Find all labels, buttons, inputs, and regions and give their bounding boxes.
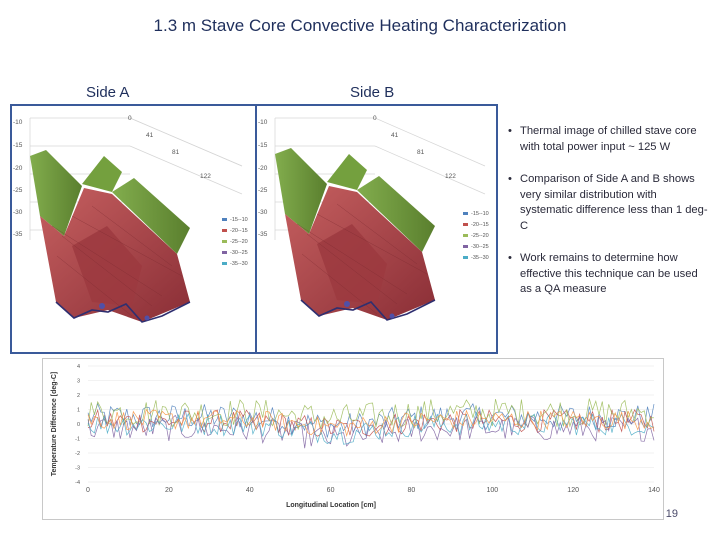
- x-tick: 122: [200, 173, 211, 180]
- thermal-legend-b: -15--10 -20--15 -25--20 -30--25 -35--30: [463, 211, 489, 261]
- bullet-item: • Thermal image of chilled stave core wit…: [508, 124, 708, 155]
- svg-text:-20--15: -20--15: [230, 228, 248, 234]
- y-tick-label: 1: [77, 408, 80, 414]
- y-tick: -15: [258, 142, 268, 149]
- svg-text:-35--30: -35--30: [471, 255, 489, 261]
- y-tick: -30: [258, 209, 268, 216]
- svg-text:-30--25: -30--25: [471, 244, 489, 250]
- y-tick-label: -4: [75, 480, 80, 486]
- svg-text:-25--20: -25--20: [230, 239, 248, 245]
- svg-text:-25--20: -25--20: [471, 233, 489, 239]
- y-tick-label: 2: [77, 393, 80, 399]
- bullet-item: • Work remains to determine how effective…: [508, 251, 708, 298]
- side-a-label: Side A: [86, 84, 130, 101]
- x-tick: 0: [373, 115, 377, 122]
- svg-text:-15--10: -15--10: [230, 217, 248, 223]
- bullet-text: Thermal image of chilled stave core with…: [520, 125, 697, 153]
- svg-text:-35--30: -35--30: [230, 261, 248, 267]
- y-tick: -35: [258, 231, 268, 238]
- x-tick-label: 20: [165, 487, 173, 494]
- x-tick: 81: [417, 149, 425, 156]
- svg-text:-30--25: -30--25: [230, 250, 248, 256]
- x-axis-label: Longitudinal Location [cm]: [286, 502, 376, 509]
- page-number: 19: [665, 508, 678, 520]
- thermal-legend-a: -15--10 -20--15 -25--20 -30--25 -35--30: [222, 217, 248, 267]
- side-b-label: Side B: [350, 84, 395, 101]
- x-tick-label: 80: [408, 487, 416, 494]
- bullet-item: • Comparison of Side A and B shows very s…: [508, 172, 708, 234]
- x-tick-label: 100: [486, 487, 498, 494]
- x-tick-label: 140: [648, 487, 660, 494]
- x-tick-label: 60: [327, 487, 335, 494]
- x-tick-label: 0: [86, 487, 90, 494]
- thermal-surface-side-a: -10 -15 -20 -25 -30 -35 0 41 81 122 -15-…: [13, 115, 248, 323]
- y-tick-label: -2: [75, 451, 80, 457]
- x-tick: 41: [391, 132, 399, 139]
- svg-text:-20--15: -20--15: [471, 222, 489, 228]
- thermal-surface-side-b: -10 -15 -20 -25 -30 -35 0 41 81 122 -15-…: [258, 115, 489, 321]
- temperature-difference-chart-frame: [42, 358, 664, 520]
- y-tick: -10: [258, 119, 268, 126]
- thermal-divider: [255, 104, 257, 354]
- y-tick: -35: [13, 231, 23, 238]
- x-tick-label: 40: [246, 487, 254, 494]
- y-tick: -10: [13, 119, 23, 126]
- y-tick: -20: [13, 165, 23, 172]
- series-line-row-5: [87, 411, 655, 445]
- y-tick: -25: [13, 187, 23, 194]
- bullet-list: • Thermal image of chilled stave core wit…: [508, 124, 708, 315]
- y-tick-label: -1: [75, 437, 80, 443]
- x-tick: 122: [445, 173, 456, 180]
- x-tick: 0: [128, 115, 132, 122]
- y-tick-label: 3: [77, 379, 80, 385]
- slide-title: 1.3 m Stave Core Convective Heating Char…: [153, 16, 567, 35]
- y-tick-label: 0: [77, 422, 80, 428]
- y-tick: -20: [258, 165, 268, 172]
- series-line-row-4: [87, 414, 655, 449]
- y-tick-label: -3: [75, 466, 80, 472]
- y-axis-label: Temperature Difference [deg-C]: [51, 372, 58, 477]
- svg-text:-15--10: -15--10: [471, 211, 489, 217]
- series-line-row-3: [87, 398, 655, 430]
- y-tick: -30: [13, 209, 23, 216]
- y-tick-label: 4: [77, 364, 80, 370]
- x-tick: 41: [146, 132, 154, 139]
- y-tick: -25: [258, 187, 268, 194]
- x-tick-label: 120: [567, 487, 579, 494]
- bullet-text: Comparison of Side A and B shows very si…: [520, 173, 708, 232]
- bullet-text: Work remains to determine how effective …: [520, 252, 698, 295]
- x-tick: 81: [172, 149, 180, 156]
- series-line-row-6: [87, 408, 655, 438]
- y-tick: -15: [13, 142, 23, 149]
